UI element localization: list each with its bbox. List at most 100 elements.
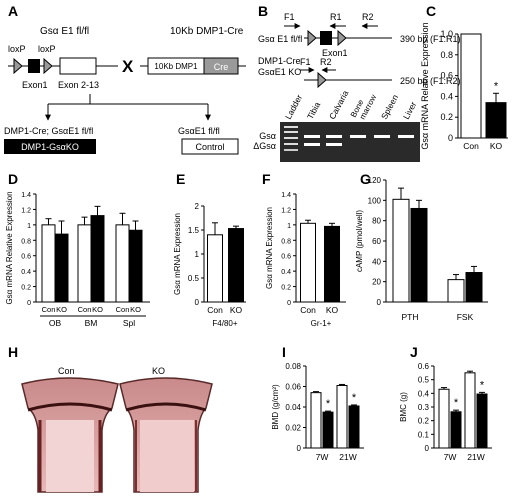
row1-label: Gsα E1 fl/fl (258, 34, 302, 44)
loxp-left-triangle (13, 57, 23, 75)
bar (54, 233, 69, 303)
ladder-band (284, 137, 298, 139)
calvaria-dgs-band (326, 143, 342, 146)
row2-label-1: DMP1-Cre (258, 56, 301, 66)
y-tick-label: 0.4 (440, 91, 453, 101)
y-tick-label: 0.3 (418, 403, 430, 412)
y-tick-label: 1.4 (21, 192, 31, 199)
allele-label: Gsα E1 fl/fl (40, 26, 89, 37)
row2-loxp (317, 71, 327, 89)
y-tick-label: 1 (287, 223, 291, 230)
category-label: 7W (316, 452, 329, 462)
ladder-band (284, 143, 298, 145)
y-tick-label: 0.5 (418, 376, 430, 385)
y-tick-label: 0.8 (21, 238, 31, 245)
spleen-gs-band (374, 135, 390, 138)
y-axis-label: Gsα mRNA Expression (265, 207, 274, 289)
row1-loxp2 (337, 29, 347, 47)
primer-r2-top: R2 (362, 12, 374, 22)
bar (476, 393, 488, 449)
calvaria-gs-band (326, 135, 342, 138)
bar (450, 411, 462, 449)
y-tick-label: 0 (425, 444, 430, 453)
y-tick-label: 0 (448, 133, 453, 143)
bar-label: KO (92, 305, 103, 314)
panel-letter-j: J (410, 344, 418, 360)
bar (228, 228, 244, 303)
bar (410, 207, 428, 303)
ko-name-box (4, 139, 96, 154)
row2-size: 250 bp (F1:R2) (400, 76, 461, 86)
chart-g: G 0 20 40 60 80 100 120 cAMP (pmol/well) PTH FSK (355, 171, 488, 322)
lane-calvaria: Calvaria (327, 88, 351, 120)
loxp-right-label: loxP (38, 44, 56, 54)
category-label: BM (85, 318, 98, 328)
y-tick-label: 0 (287, 300, 291, 307)
ko-name: DMP1-GsαKO (21, 142, 79, 152)
loxp-right-triangle (43, 57, 53, 75)
exon1-label: Exon1 (22, 80, 48, 90)
row2-label-2: GsαE1 KO (258, 67, 301, 77)
bar (464, 372, 476, 449)
significance-star: * (494, 80, 499, 92)
category-label: KO (326, 305, 339, 315)
y-tick-label: 1.4 (281, 192, 291, 199)
bar-label: KO (56, 305, 67, 314)
category-label: PTH (402, 312, 419, 322)
bar (447, 279, 465, 303)
category-label: Con (300, 305, 316, 315)
bar (128, 229, 143, 303)
ladder-band (284, 149, 298, 151)
y-tick-label: 0.02 (285, 424, 301, 433)
exon2-13-box (59, 57, 97, 75)
bar (324, 225, 340, 303)
bar (460, 33, 482, 139)
y-tick-label: 0.1 (418, 430, 430, 439)
significance-star: * (326, 398, 331, 410)
bar-label: Con (116, 305, 130, 314)
histology-ko-label: KO (152, 366, 165, 376)
y-tick-label: 1 (195, 250, 200, 259)
y-tick-label: 0.6 (418, 362, 430, 371)
y-tick-label: 0.2 (281, 285, 291, 292)
category-label: Con (207, 305, 223, 315)
panel-letter-f: F (262, 171, 271, 187)
primer-f1-bottom: F1 (300, 57, 311, 67)
panel-h: H Con KO (8, 344, 213, 493)
lane-ladder: Ladder (283, 93, 304, 121)
y-tick-label: 0.4 (418, 389, 430, 398)
bar-label: Con (78, 305, 92, 314)
y-tick-label: 100 (368, 196, 382, 205)
y-tick-label: 0.2 (440, 112, 453, 122)
panel-letter-g: G (360, 171, 371, 187)
bar (41, 224, 56, 303)
primer-r2-bottom: R2 (320, 57, 332, 67)
y-tick-label: 60 (372, 237, 381, 246)
bar (348, 405, 360, 449)
y-tick-label: 2 (195, 202, 200, 211)
panel-letter-d: D (8, 171, 18, 187)
y-axis-label: Gsα mRNA Expression (173, 213, 182, 295)
band-gs-label: Gsα (259, 131, 276, 141)
y-tick-label: 0.2 (21, 285, 31, 292)
cross-symbol: X (122, 57, 134, 76)
panel-letter-c: C (426, 3, 436, 19)
y-axis-label: Gsα mRNA Relative Expression (5, 191, 14, 304)
panel-letter-b: B (258, 3, 268, 19)
band-dgs-label: ΔGsα (253, 141, 276, 151)
y-tick-label: 0.04 (285, 403, 301, 412)
y-tick-label: 120 (368, 176, 382, 185)
bar (77, 224, 92, 303)
y-tick-label: 0.06 (285, 383, 301, 392)
dmp1-promoter-label: 10Kb DMP1 (154, 62, 198, 71)
y-tick-label: 0.6 (440, 71, 453, 81)
bar (465, 272, 483, 303)
b-exon1-label: Exon1 (322, 48, 348, 58)
control-genotype: GsαE1 fl/fl (178, 126, 220, 136)
bar (90, 215, 105, 303)
primer-f1-top: F1 (284, 12, 295, 22)
y-tick-label: 0.5 (188, 274, 200, 283)
x-axis-label: Gr-1+ (311, 319, 332, 328)
y-tick-label: 0.08 (285, 362, 301, 371)
